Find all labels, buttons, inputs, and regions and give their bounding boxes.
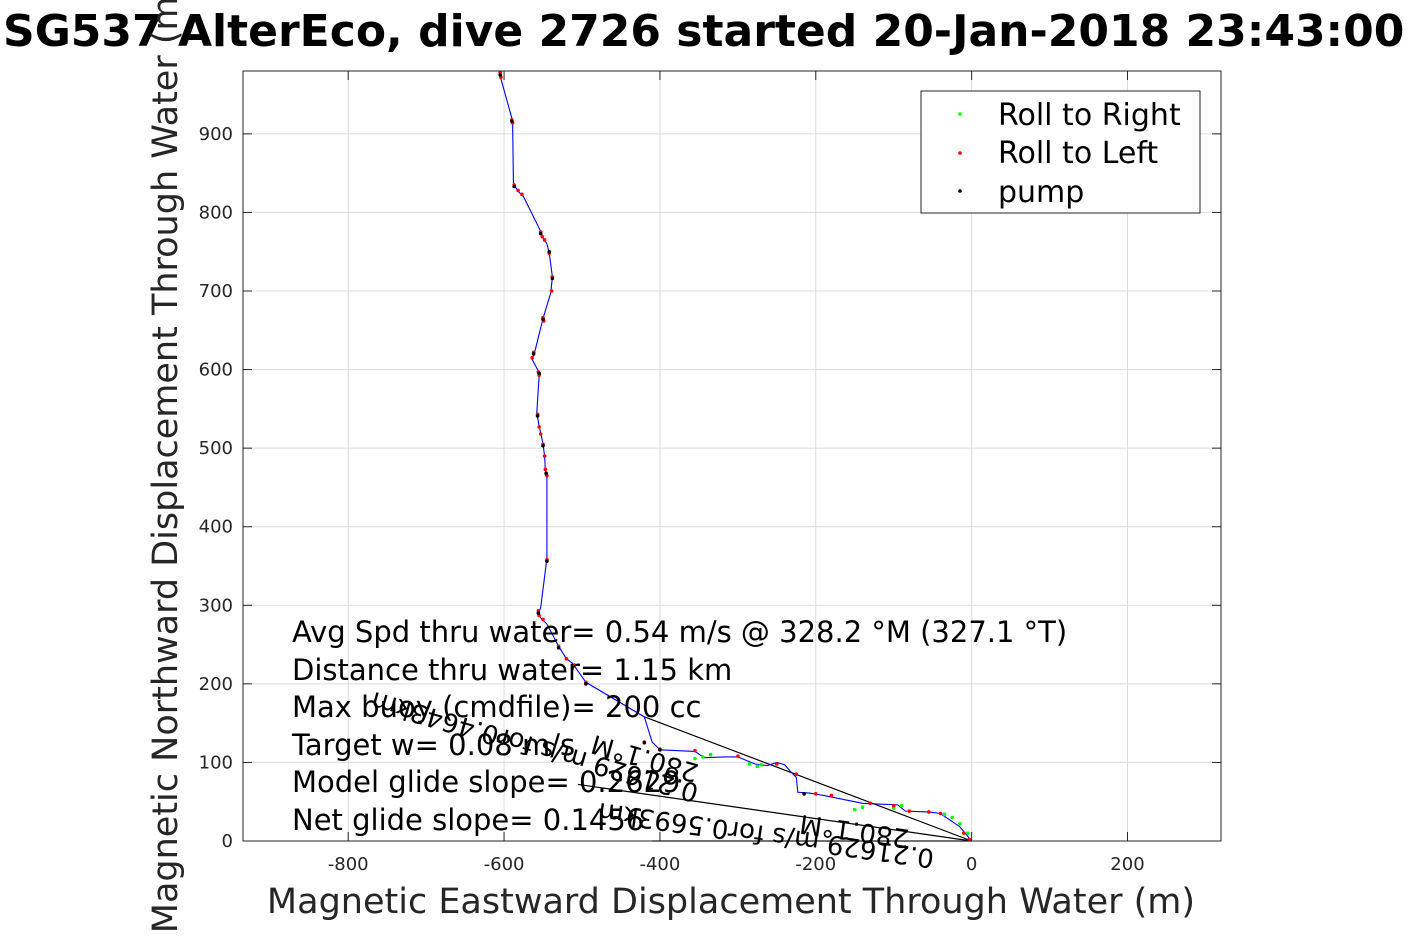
- y-axis-label: Magnetic Northward Displacement Through …: [146, 0, 186, 933]
- chart-title: SG537 AlterEco, dive 2726 started 20-Jan…: [3, 6, 1404, 57]
- point-pump: [531, 352, 536, 356]
- y-tick-label: 800: [199, 202, 233, 223]
- point-roll-to-left: [736, 754, 740, 758]
- x-tick-label: 200: [1110, 854, 1144, 875]
- point-roll-to-right: [942, 812, 947, 817]
- data-points: [498, 70, 972, 842]
- legend-label-pump: pump: [998, 175, 1084, 210]
- point-pump: [642, 740, 647, 745]
- legend-marker-roll-right: [958, 112, 962, 116]
- legend-label-roll-right: Roll to Right: [998, 98, 1181, 133]
- y-tick-label: 700: [199, 281, 233, 302]
- point-roll-to-left: [868, 801, 873, 806]
- point-roll-to-right: [759, 762, 764, 767]
- annotation-avg-speed: Avg Spd thru water= 0.54 m/s @ 328.2 °M …: [292, 615, 1067, 649]
- legend: Roll to Right Roll to Left pump: [920, 90, 1201, 214]
- point-pump: [535, 414, 540, 418]
- ticks: -800 -600 -400 -200 0 200 0 100 200 300 400 500 600 7…: [199, 71, 1221, 875]
- point-roll-to-left: [530, 355, 534, 360]
- point-roll-to-left: [693, 748, 697, 753]
- point-roll-to-right: [899, 803, 904, 808]
- annotation-model-glide: Model glide slope= 0.2629: [292, 765, 680, 799]
- point-roll-to-left: [967, 837, 972, 842]
- y-tick-label: 0: [222, 831, 233, 852]
- point-roll-to-right: [965, 831, 970, 835]
- point-roll-to-left: [520, 192, 524, 197]
- point-roll-to-left: [829, 793, 834, 798]
- point-roll-to-left: [542, 454, 547, 458]
- point-pump: [498, 73, 502, 77]
- point-pump: [547, 249, 552, 254]
- annotation-distance: Distance thru water= 1.15 km: [292, 653, 732, 687]
- annotation-max-buoy: Max buoy (cmdfile)= 200 cc: [292, 690, 701, 724]
- x-tick-label: -800: [328, 854, 369, 875]
- point-roll-to-left: [543, 467, 548, 472]
- x-tick-label: -400: [639, 854, 680, 875]
- point-roll-to-right: [700, 755, 705, 759]
- point-pump: [510, 119, 514, 124]
- point-roll-to-left: [775, 762, 779, 766]
- point-roll-to-left: [962, 831, 966, 835]
- legend-marker-roll-left: [958, 151, 962, 155]
- x-tick-label: -200: [795, 854, 836, 875]
- annotation-target-w: Target w= 0.08 m/s: [291, 728, 575, 762]
- point-roll-to-right: [852, 807, 857, 812]
- legend-box: [920, 90, 1201, 214]
- y-tick-label: 200: [199, 674, 233, 695]
- point-roll-to-right: [693, 756, 697, 761]
- point-roll-to-left: [549, 289, 554, 293]
- point-roll-to-left: [907, 809, 912, 813]
- point-roll-to-left: [540, 234, 545, 239]
- point-pump: [537, 371, 541, 376]
- point-roll-to-left: [891, 803, 896, 808]
- x-tick-label: 0: [966, 854, 977, 875]
- point-pump: [541, 443, 545, 448]
- reference-line: [578, 783, 972, 842]
- point-pump: [512, 184, 516, 189]
- point-roll-to-right: [755, 764, 760, 769]
- y-tick-label: 400: [199, 517, 233, 538]
- point-roll-to-right: [958, 821, 962, 826]
- point-pump: [584, 682, 588, 686]
- point-roll-to-left: [516, 188, 520, 193]
- y-tick-label: 600: [199, 360, 233, 381]
- legend-label-roll-left: Roll to Left: [998, 136, 1158, 171]
- point-roll-to-left: [813, 792, 818, 796]
- point-roll-to-left: [564, 656, 569, 661]
- point-roll-to-right: [747, 762, 752, 766]
- point-pump: [550, 276, 555, 281]
- point-pump: [545, 559, 549, 564]
- point-roll-to-left: [794, 772, 799, 777]
- point-roll-to-right: [950, 815, 954, 820]
- point-pump: [536, 611, 541, 615]
- point-roll-to-left: [541, 617, 545, 622]
- point-roll-to-left: [537, 425, 541, 429]
- point-pump: [658, 748, 662, 752]
- reference-line: [644, 716, 972, 842]
- y-tick-label: 500: [199, 438, 233, 459]
- y-tick-label: 900: [199, 124, 233, 145]
- y-tick-label: 100: [199, 752, 233, 773]
- axes-box: [242, 70, 1222, 842]
- point-pump: [802, 792, 806, 796]
- point-pump: [544, 471, 548, 476]
- point-roll-to-right: [708, 752, 713, 757]
- annotation-block: Avg Spd thru water= 0.54 m/s @ 328.2 °M …: [291, 615, 1067, 837]
- point-roll-to-left: [542, 238, 547, 242]
- y-tick-label: 300: [199, 595, 233, 616]
- point-roll-to-left: [938, 811, 943, 816]
- point-roll-to-left: [572, 663, 576, 667]
- point-pump: [556, 645, 561, 650]
- point-roll-to-left: [926, 810, 931, 814]
- point-roll-to-right: [860, 805, 865, 810]
- legend-marker-pump: [958, 189, 962, 193]
- annotation-net-glide: Net glide slope= 0.1456: [292, 803, 644, 837]
- point-roll-to-left: [538, 432, 543, 436]
- x-tick-label: -600: [484, 854, 525, 875]
- x-axis-label: Magnetic Eastward Displacement Through W…: [267, 882, 1195, 922]
- point-pump: [541, 317, 545, 322]
- point-pump: [538, 231, 543, 236]
